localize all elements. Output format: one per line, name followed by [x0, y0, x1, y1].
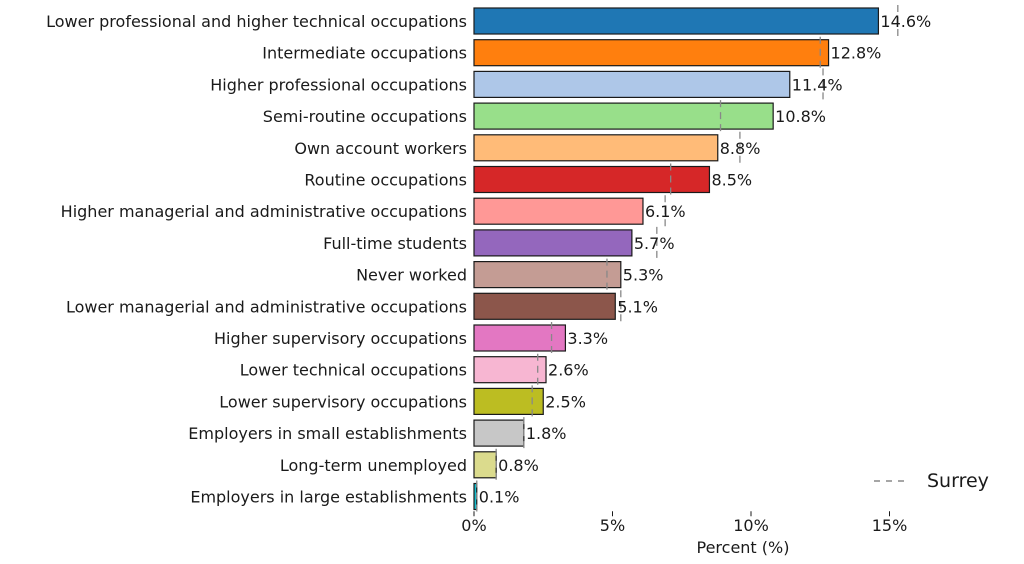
value-label: 10.8% — [775, 107, 826, 126]
bar — [473, 261, 622, 289]
bar — [473, 7, 880, 35]
legend-label-surrey: Surrey — [927, 470, 989, 492]
value-label: 8.5% — [711, 171, 752, 190]
value-label: 5.1% — [617, 297, 658, 316]
x-tick-label: 0% — [461, 516, 486, 535]
value-label: 0.1% — [479, 488, 520, 507]
x-tick-label: 10% — [733, 516, 769, 535]
category-label: Lower technical occupations — [240, 361, 467, 380]
category-label: Never worked — [356, 266, 467, 285]
value-label: 2.6% — [548, 361, 589, 380]
category-label: Intermediate occupations — [262, 44, 467, 63]
bar — [473, 102, 774, 130]
value-label: 1.8% — [526, 424, 567, 443]
category-label: Own account workers — [294, 139, 467, 158]
category-label: Routine occupations — [304, 171, 467, 190]
category-label: Higher professional occupations — [210, 75, 467, 94]
value-label: 8.8% — [720, 139, 761, 158]
bar — [473, 451, 497, 479]
bar — [473, 39, 830, 67]
x-tick-label: 15% — [872, 516, 908, 535]
value-label: 14.6% — [880, 12, 931, 31]
category-label: Lower professional and higher technical … — [46, 12, 467, 31]
category-label: Higher supervisory occupations — [214, 329, 467, 348]
x-tick-label: 5% — [600, 516, 625, 535]
category-label: Employers in small establishments — [188, 424, 467, 443]
x-axis: 0% 5% 10% 15% — [461, 511, 907, 535]
legend: Surrey — [874, 470, 989, 492]
value-label: 3.3% — [567, 329, 608, 348]
bar — [473, 165, 711, 194]
bar — [473, 324, 567, 352]
value-label: 0.8% — [498, 456, 539, 475]
bar — [473, 356, 547, 384]
value-label: 2.5% — [545, 392, 586, 411]
value-label: 12.8% — [831, 44, 882, 63]
labels-layer: Lower professional and higher technical … — [46, 12, 931, 507]
category-label: Lower supervisory occupations — [219, 392, 467, 411]
category-label: Semi-routine occupations — [263, 107, 467, 126]
reference-markers-layer — [476, 5, 899, 513]
value-label: 5.3% — [623, 266, 664, 285]
bar — [473, 229, 633, 257]
category-label: Full-time students — [323, 234, 467, 253]
category-label: Lower managerial and administrative occu… — [66, 297, 467, 316]
value-label: 5.7% — [634, 234, 675, 253]
category-label: Long-term unemployed — [280, 456, 467, 475]
bar — [473, 197, 644, 225]
category-label: Higher managerial and administrative occ… — [61, 202, 467, 221]
value-label: 6.1% — [645, 202, 686, 221]
bar — [473, 70, 791, 99]
bar — [473, 387, 544, 415]
category-label: Employers in large establishments — [190, 488, 467, 507]
bar — [473, 134, 719, 162]
value-label: 11.4% — [792, 75, 843, 94]
x-axis-title: Percent (%) — [697, 538, 790, 557]
bar — [473, 419, 525, 447]
bar — [473, 292, 616, 320]
